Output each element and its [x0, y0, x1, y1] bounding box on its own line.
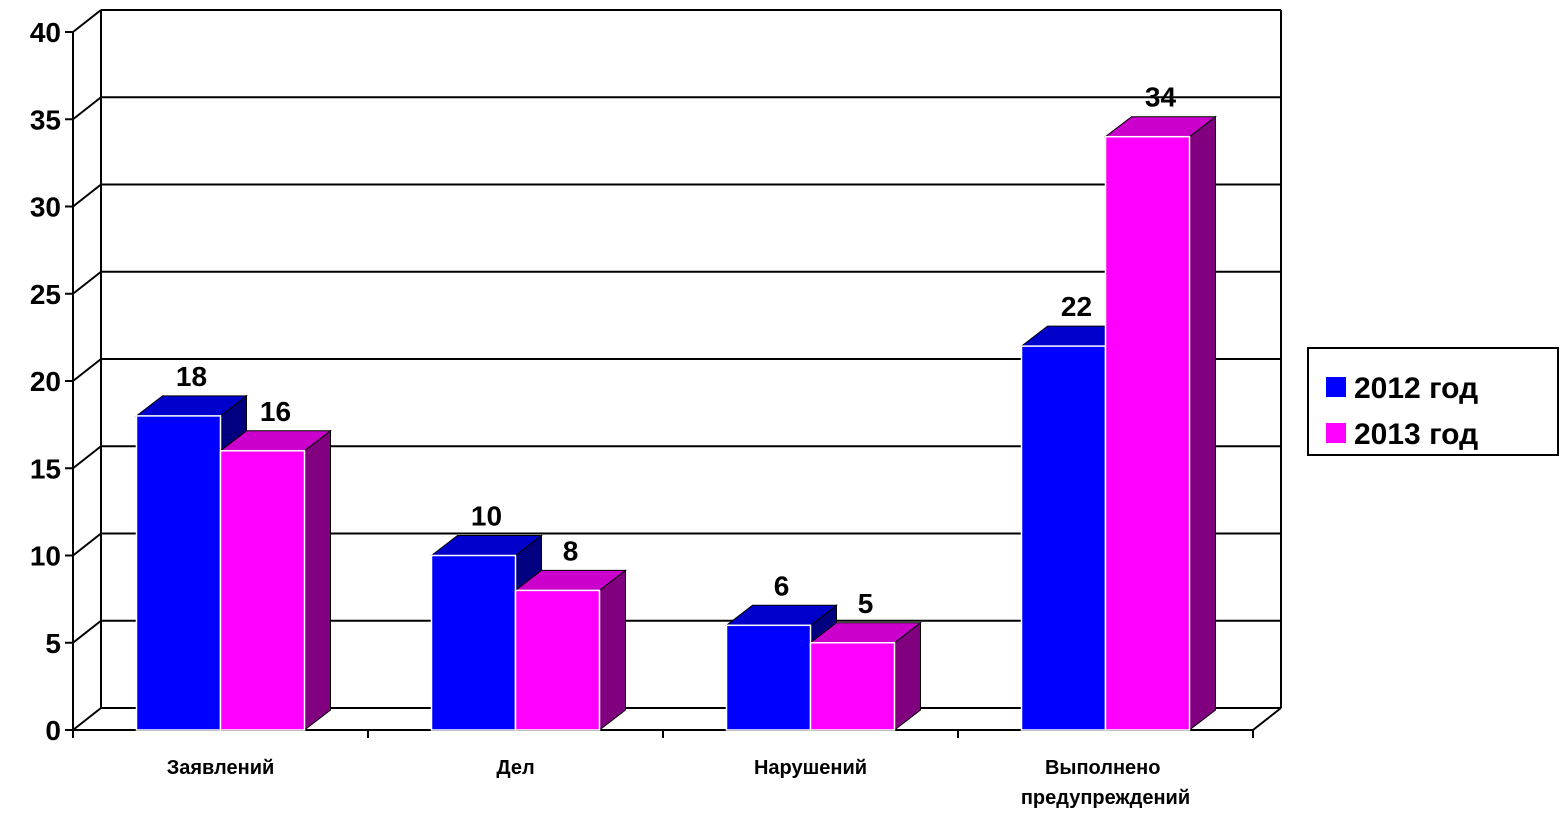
legend-swatch: [1326, 377, 1346, 397]
value-label: 18: [176, 361, 207, 392]
y-tick-label: 0: [45, 715, 61, 746]
y-tick-label: 25: [30, 279, 61, 310]
y-tick-label: 30: [30, 192, 61, 223]
y-tick-label: 10: [30, 541, 61, 572]
bar: [219, 450, 306, 731]
y-tick-diagonal: [72, 183, 102, 208]
value-label: 22: [1061, 291, 1092, 322]
bar: [1020, 345, 1107, 731]
bar: [514, 589, 601, 731]
bar-side: [304, 429, 331, 732]
y-tick-label: 20: [30, 366, 61, 397]
y-tick-diagonal: [72, 9, 102, 33]
y-tick-label: 40: [30, 17, 61, 48]
bar: [1104, 135, 1191, 731]
bar: [725, 624, 812, 731]
y-tick-diagonal: [72, 96, 102, 121]
value-label: 6: [774, 570, 790, 601]
floor-right: [1252, 707, 1282, 731]
x-tick-label: Нарушений: [754, 757, 867, 779]
legend-swatch: [1326, 423, 1346, 443]
value-label: 16: [260, 396, 291, 427]
bar: [135, 415, 222, 731]
bar: [809, 642, 896, 731]
value-label: 34: [1145, 82, 1177, 113]
x-tick-label: Заявлений: [167, 757, 275, 779]
bar-side: [1189, 115, 1216, 732]
y-tick-diagonal: [72, 358, 102, 382]
legend-label: 2012 год: [1354, 372, 1478, 405]
y-tick-label: 15: [30, 453, 61, 484]
y-tick-diagonal: [72, 619, 102, 644]
y-tick-diagonal: [72, 270, 102, 295]
legend: 2012 год 2013 год: [1307, 347, 1559, 456]
legend-label: 2013 год: [1354, 418, 1478, 451]
y-tick-diagonal: [72, 445, 102, 470]
y-tick-label: 35: [30, 104, 61, 135]
x-tick-label: Дел: [496, 757, 534, 779]
bar: [430, 554, 517, 731]
legend-box: [1307, 347, 1559, 456]
value-label: 8: [563, 535, 579, 566]
value-label: 10: [471, 501, 502, 532]
bar-side: [599, 569, 626, 732]
x-tick-label: Выполнено предупреждений: [1021, 757, 1190, 809]
value-label: 5: [858, 588, 874, 619]
y-tick-diagonal: [72, 532, 102, 557]
y-tick-label: 5: [45, 628, 61, 659]
y-tick-diagonal: [72, 707, 102, 731]
